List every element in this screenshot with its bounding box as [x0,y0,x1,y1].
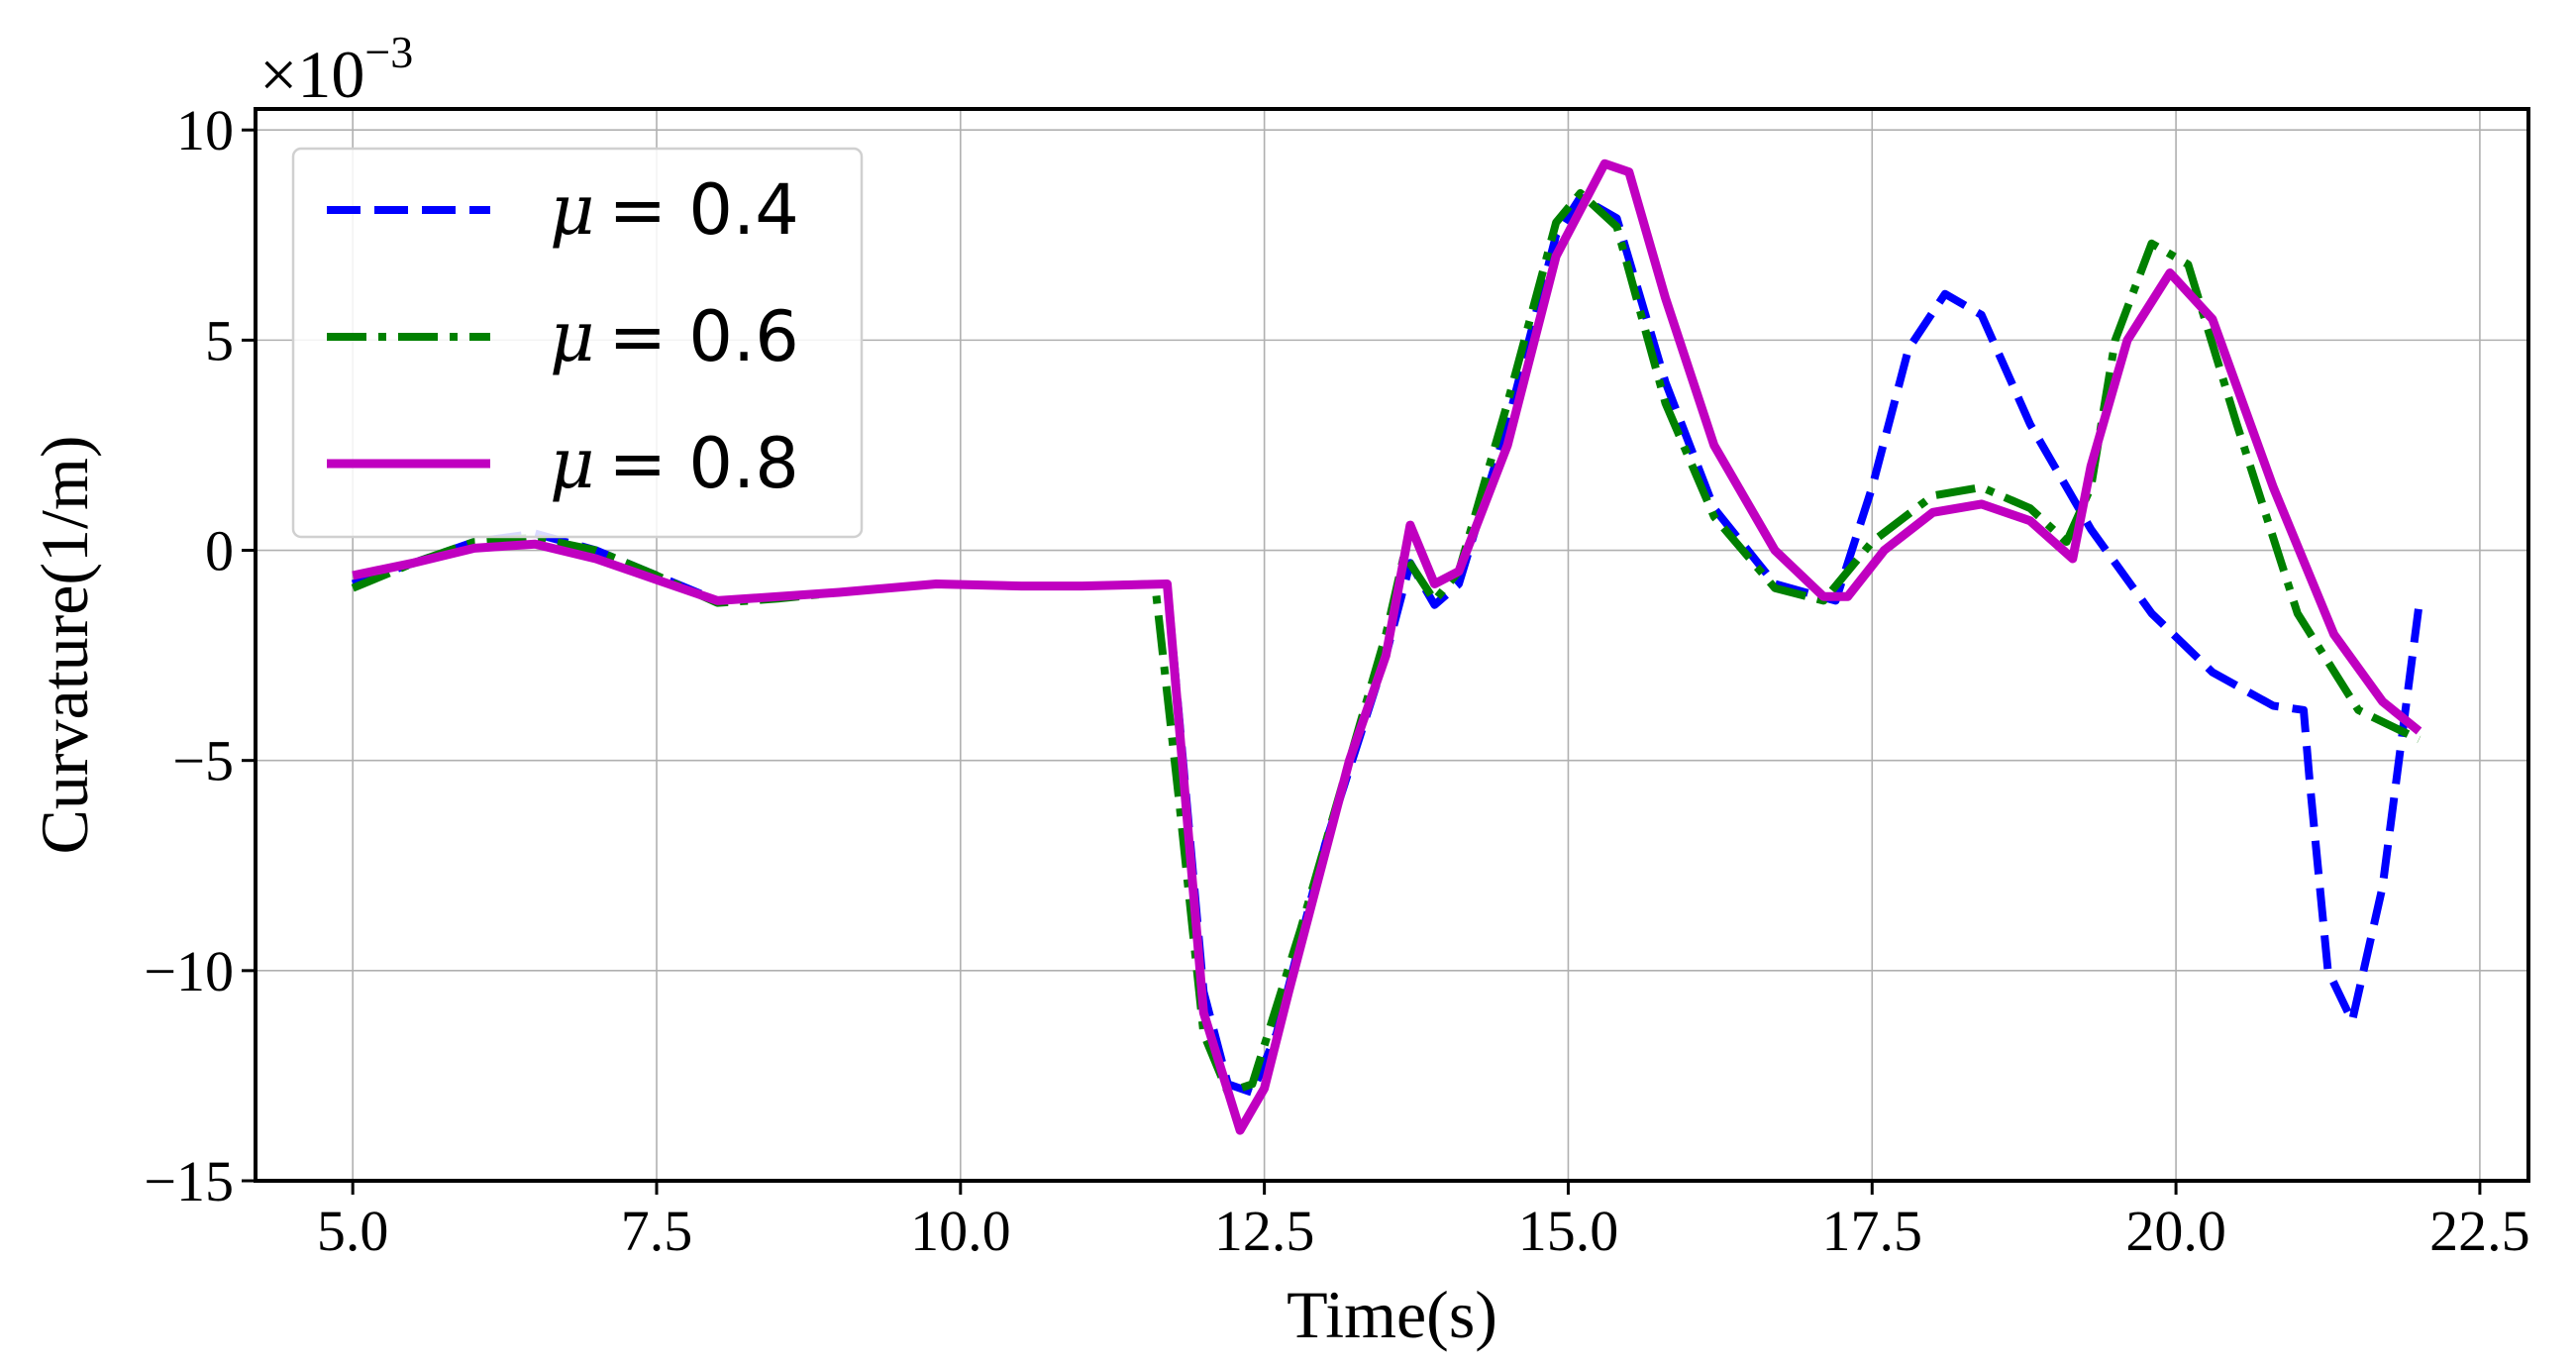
y-tick-label: 0 [205,519,234,583]
x-tick-label: 7.5 [621,1199,693,1263]
x-tick-label: 22.5 [2429,1199,2530,1263]
x-tick-label: 5.0 [317,1199,389,1263]
legend: μ = 0.4 μ = 0.6 μ = 0.8 [291,147,864,539]
series-layer [351,158,2423,1135]
y-scale-base: ×10 [259,37,364,112]
y-scale-label: ×10−3 [259,27,413,112]
x-tick-label: 17.5 [1822,1199,1923,1263]
legend-box [291,147,864,539]
y-tick-label: −5 [172,729,234,793]
tick-label-layer: 5.0 7.5 10.0 12.5 15.0 17.5 20.0 22.5 10 5 0 −5 −10 −… [144,98,2529,1263]
x-tick-label: 20.0 [2125,1199,2226,1263]
legend-entry-2: μ = 0.8 [327,423,799,504]
legend-entry-0: μ = 0.4 [327,169,799,251]
y-tick-label: −15 [144,1149,234,1213]
x-axis-label: Time(s) [1287,1277,1497,1352]
y-tick-label: −10 [144,939,234,1003]
legend-label: μ = 0.6 [550,296,799,377]
legend-label: μ = 0.4 [550,169,799,251]
tick-layer [242,128,2482,1195]
legend-entry-1: μ = 0.6 [327,296,799,377]
y-tick-label: 10 [176,98,234,162]
y-tick-label: 5 [205,308,234,372]
series-line-2 [352,158,2422,1135]
x-tick-label: 15.0 [1518,1199,1619,1263]
x-tick-label: 10.0 [910,1199,1011,1263]
y-axis-label: Curvature(1/m) [27,436,102,855]
y-scale-exponent: −3 [364,27,413,77]
x-tick-label: 12.5 [1214,1199,1315,1263]
plot-frame [254,107,2530,1183]
legend-label: μ = 0.8 [550,423,799,504]
